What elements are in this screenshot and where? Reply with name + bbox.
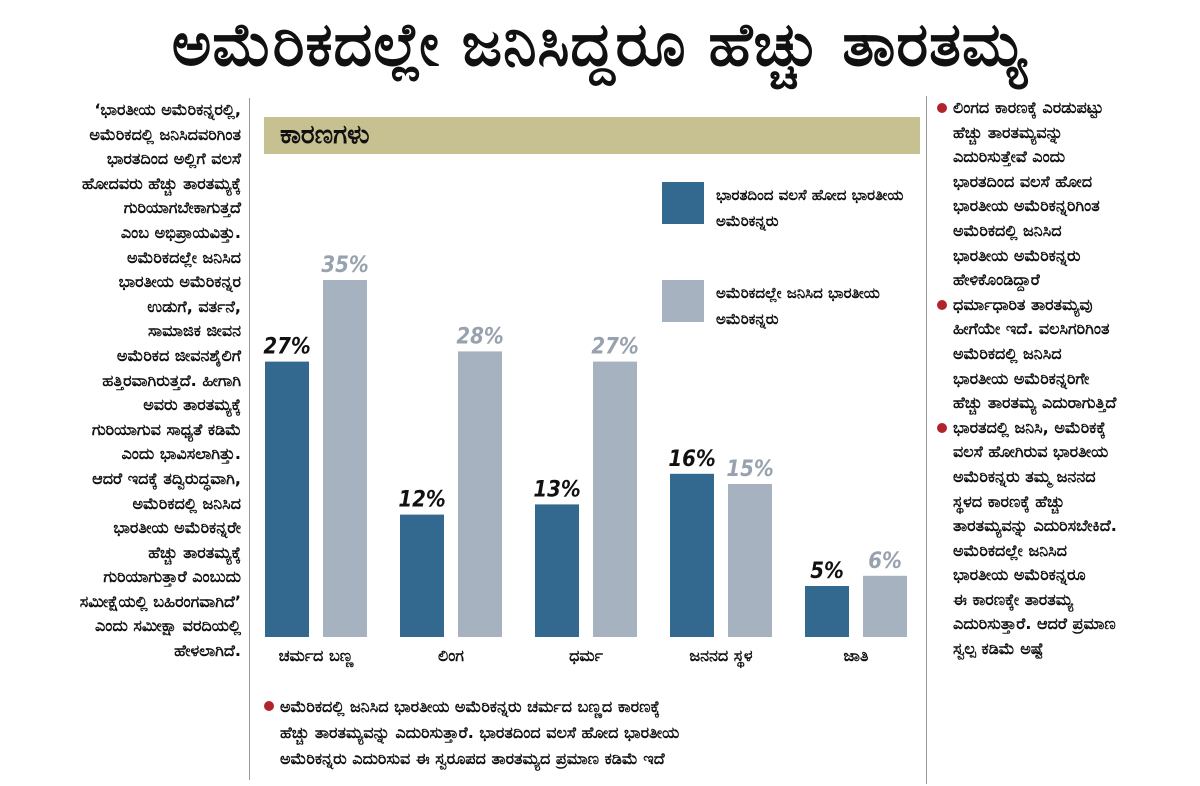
bullet-line: ಭಾರತೀಯ ಅಮೆರಿಕನ್ನರೂ (953, 565, 1086, 585)
left-column-line: ಎಂದು ಭಾವಿಸಲಾಗಿತ್ತು. (121, 444, 241, 464)
data-label: 35% (321, 253, 368, 278)
left-column-line: ಹತ್ತಿರವಾಗಿರುತ್ತದೆ. ಹೀಗಾಗಿ (102, 370, 241, 390)
bullet-icon (937, 422, 947, 433)
bullet-icon (937, 103, 947, 113)
category-label: ಜಾತಿ (844, 646, 869, 665)
left-column-line: ಹೋದವರು ಹೆಚ್ಚು ತಾರತಮ್ಯಕ್ಕೆ (81, 173, 241, 193)
left-column-line: ಗುರಿಯಾಗಬೇಕಾಗುತ್ತದೆ (123, 198, 241, 218)
left-column-line: ಆದರೆ ಇದಕ್ಕೆ ತದ್ವಿರುದ್ಧವಾಗಿ, (92, 468, 241, 488)
bullet-line: ವಲಸೆ ಹೋಗಿರುವ ಭಾರತೀಯ (953, 442, 1109, 462)
left-column-line: ಸಾಮಾಜಿಕ ಜೀವನ (147, 321, 241, 341)
bar-chart: 27% 35% ಚರ್ಮದ ಬಣ್ಣ 12% 28% ಲಿಂಗ 13% 27% ಧರ್ಮ 16% 1… (263, 253, 907, 669)
left-column-line: ‘ಭಾರತೀಯ ಅಮೆರಿಕನ್ನರಲ್ಲಿ, (94, 100, 241, 119)
data-label: 15% (726, 457, 773, 482)
left-column-line: ಅವರು ತಾರತಮ್ಯಕ್ಕೆ (143, 395, 241, 415)
bullet-line: ಭಾರತೀಯ ಅಮೆರಿಕನ್ನರು (953, 245, 1081, 265)
data-label: 28% (456, 324, 503, 349)
left-column-line: ಸಮೀಕ್ಷೆಯಲ್ಲಿ ಬಹಿರಂಗವಾಗಿದೆ’ (79, 591, 241, 611)
bullet-line: ಸ್ವಲ್ಪ ಕಡಿಮೆ ಅಷ್ಟೆ (953, 639, 1044, 659)
legend-label-immigrant: ಭಾರತದಿಂದ ವಲಸೆ ಹೋದ ಭಾರತೀಯ ಅಮೆರಿಕನ್ನರು (716, 186, 904, 230)
bullet-line: ಎದುರಿಸುತ್ತಾರೆ. ಆದರೆ ಪ್ರಮಾಣ (953, 614, 1116, 634)
bullet-line: ಅಮೆರಿಕನ್ನರು ತಮ್ಮ ಜನನದ (953, 466, 1096, 486)
left-column-line: ಭಾರತೀಯ ಅಮೆರಿಕನ್ನರೇ (113, 518, 241, 538)
bullet-line: ತಾರತಮ್ಯವನ್ನು ಎದುರಿಸಬೇಕಿದೆ. (953, 516, 1117, 536)
bar-us-born (458, 351, 502, 637)
legend-swatch-us-born (662, 280, 704, 322)
bar-immigrant (400, 514, 444, 637)
bullet-line: ಅಮೆರಿಕದಲ್ಲಿ ಜನಿಸಿದ (953, 343, 1062, 363)
data-label: 27% (591, 335, 638, 360)
bullet-paragraph: ಲಿಂಗದ ಕಾರಣಕ್ಕೆ ಎರಡುಪಟ್ಟು ಹೆಚ್ಚು ತಾರತಮ್ಯವನ… (935, 96, 1198, 293)
bullet-line: ಅಮೆರಿಕದಲ್ಲಿ ಜನಿಸಿದ (953, 220, 1062, 240)
bullet-line: ಭಾರತೀಯ ಅಮೆರಿಕನ್ನರಿಗೇ (953, 368, 1090, 388)
bullet-icon (264, 701, 274, 711)
left-column-line: ಭಾರತೀಯ ಅಮೆರಿಕನ್ನರ (118, 272, 241, 292)
category-label: ಧರ್ಮ (569, 646, 604, 665)
data-label: 5% (810, 559, 844, 584)
bottom-note-line: ಅಮೆರಿಕನ್ನರು ಎದುರಿಸುವ ಈ ಸ್ವರೂಪದ ತಾರತಮ್ಯದ … (280, 749, 665, 768)
data-label: 13% (533, 477, 580, 502)
left-column-line: ಎಂಬ ಅಭಿಪ್ರಾಯವಿತ್ತು. (120, 222, 241, 242)
left-column-text: ‘ಭಾರತೀಯ ಅಮೆರಿಕನ್ನರಲ್ಲಿ, ಅಮೆರಿಕದಲ್ಲಿ ಜನಿಸಿ… (4, 98, 250, 780)
bullet-line: ಹೆಚ್ಚು ತಾರತಮ್ಯ ಎದುರಾಗುತ್ತಿದೆ (953, 393, 1117, 413)
category-label: ಜನನದ ಸ್ಥಳ (689, 646, 753, 669)
bullet-paragraph: ಧರ್ಮಾಧಾರಿತ ತಾರತಮ್ಯವು ಹೀಗೆಯೇ ಇದೆ. ವಲಸಿಗರಿಗ… (935, 293, 1198, 416)
left-column-line: ಹೆಚ್ಚು ತಾರತಮ್ಯಕ್ಕೆ (148, 542, 241, 562)
bar-immigrant (670, 473, 714, 637)
bar-immigrant (535, 504, 579, 637)
bullet-line: ಲಿಂಗದ ಕಾರಣಕ್ಕೆ ಎರಡುಪಟ್ಟು (953, 98, 1104, 117)
data-label: 16% (668, 447, 715, 472)
bullet-line: ಭಾರತೀಯ ಅಮೆರಿಕನ್ನರಿಗಿಂತ (953, 196, 1100, 216)
left-column-line: ಅಮೆರಿಕದಲ್ಲಿ ಜನಿಸಿದವರಿಗಿಂತ (89, 124, 241, 144)
bullet-line: ಹೆಚ್ಚು ತಾರತಮ್ಯವನ್ನು (953, 122, 1063, 142)
headline: ಅಮೆರಿಕದಲ್ಲೇ ಜನಿಸಿದ್ದರೂ ಹೆಚ್ಚು ತಾರತಮ್ಯ (171, 10, 1029, 80)
category-label: ಲಿಂಗ (438, 646, 464, 665)
bar-immigrant (265, 361, 309, 637)
bullet-line: ಭಾರತದಲ್ಲಿ ಜನಿಸಿ, ಅಮೆರಿಕಕ್ಕೆ (953, 417, 1106, 437)
bullet-line: ಹೀಗೆಯೇ ಇದೆ. ವಲಸಿಗರಿಗಿಂತ (953, 319, 1110, 339)
bullet-line: ಅಮೆರಿಕದಲ್ಲೇ ಜನಿಸಿದ (953, 540, 1067, 560)
category-label: ಚರ್ಮದ ಬಣ್ಣ (279, 646, 355, 668)
legend-label-us-born: ಅಮೆರಿಕದಲ್ಲೇ ಜನಿಸಿದ ಭಾರತೀಯ ಅಮೆರಿಕನ್ನರು (716, 284, 880, 328)
right-column: ಲಿಂಗದ ಕಾರಣಕ್ಕೆ ಎರಡುಪಟ್ಟು ಹೆಚ್ಚು ತಾರತಮ್ಯವನ… (926, 96, 1198, 784)
left-column-line: ಉಡುಗೆ, ವರ್ತನೆ, (147, 296, 241, 316)
left-column-line: ಗುರಿಯಾಗುತ್ತಾರೆ ಎಂಬುದು (103, 567, 241, 587)
bottom-note-line: ಹೆಚ್ಚು ತಾರತಮ್ಯವನ್ನು ಎದುರಿಸುತ್ತಾರೆ. ಭಾರತದ… (280, 723, 680, 742)
bar-us-born (323, 280, 367, 637)
left-column-line: ಎಂದು ಸಮೀಕ್ಷಾ ವರದಿಯಲ್ಲಿ (95, 616, 241, 636)
bullet-paragraph: ಭಾರತದಲ್ಲಿ ಜನಿಸಿ, ಅಮೆರಿಕಕ್ಕೆ ವಲಸೆ ಹೋಗಿರುವ … (935, 416, 1198, 662)
bar-us-born (593, 361, 637, 637)
chart-title: ಕಾರಣಗಳು (280, 120, 370, 150)
left-column-line: ಗುರಿಯಾಗುವ ಸಾಧ್ಯತೆ ಕಡಿಮೆ (91, 419, 241, 439)
bullet-line: ಸ್ಥಳದ ಕಾರಣಕ್ಕೆ ಹೆಚ್ಚು (953, 491, 1065, 511)
left-column-line: ಭಾರತದಿಂದ ಅಲ್ಲಿಗೆ ವಲಸೆ (106, 149, 241, 169)
legend-item-immigrant: ಭಾರತದಿಂದ ವಲಸೆ ಹೋದ ಭಾರತೀಯ ಅಮೆರಿಕನ್ನರು (662, 182, 906, 234)
bar-us-born (863, 575, 907, 637)
left-column-line: ಹೇಳಲಾಗಿದೆ. (174, 641, 241, 661)
bullet-line: ಈ ಕಾರಣಕ್ಕೇ ತಾರತಮ್ಯ (953, 589, 1074, 609)
bullet-line: ಭಾರತದಿಂದ ವಲಸೆ ಹೋದ (953, 171, 1093, 191)
bullet-line: ಎದುರಿಸುತ್ತೇವೆ ಎಂದು (953, 147, 1066, 167)
data-label: 27% (263, 335, 310, 360)
bar-us-born (728, 484, 772, 637)
bullet-line: ಧರ್ಮಾಧಾರಿತ ತಾರತಮ್ಯವು (953, 294, 1093, 314)
bar-immigrant (805, 586, 849, 637)
bullet-line: ಹೇಳಿಕೊಂಡಿದ್ದಾರೆ (953, 270, 1040, 290)
bottom-note-text: ಅಮೆರಿಕದಲ್ಲಿ ಜನಿಸಿದ ಭಾರತೀಯ ಅಮೆರಿಕನ್ನರು ಚರ… (280, 694, 930, 772)
data-label: 12% (398, 488, 445, 513)
legend-swatch-immigrant (662, 182, 704, 224)
legend-item-us-born: ಅಮೆರಿಕದಲ್ಲೇ ಜನಿಸಿದ ಭಾರತೀಯ ಅಮೆರಿಕನ್ನರು (662, 280, 906, 332)
chart-title-bar: ಕಾರಣಗಳು (264, 117, 920, 154)
left-column-line: ಅಮೆರಿಕದಲ್ಲೇ ಜನಿಸಿದ (127, 247, 241, 267)
left-column-line: ಅಮೆರಿಕದಲ್ಲಿ ಜನಿಸಿದ (132, 493, 241, 513)
bottom-note-line: ಅಮೆರಿಕದಲ್ಲಿ ಜನಿಸಿದ ಭಾರತೀಯ ಅಮೆರಿಕನ್ನರು ಚರ… (280, 697, 660, 716)
left-column-line: ಅಮೆರಿಕದ ಜೀವನಶೈಲಿಗೆ (116, 345, 241, 365)
bullet-icon (937, 299, 947, 310)
bottom-note: ಅಮೆರಿಕದಲ್ಲಿ ಜನಿಸಿದ ಭಾರತೀಯ ಅಮೆರಿಕನ್ನರು ಚರ… (262, 694, 930, 772)
data-label: 6% (868, 549, 902, 574)
